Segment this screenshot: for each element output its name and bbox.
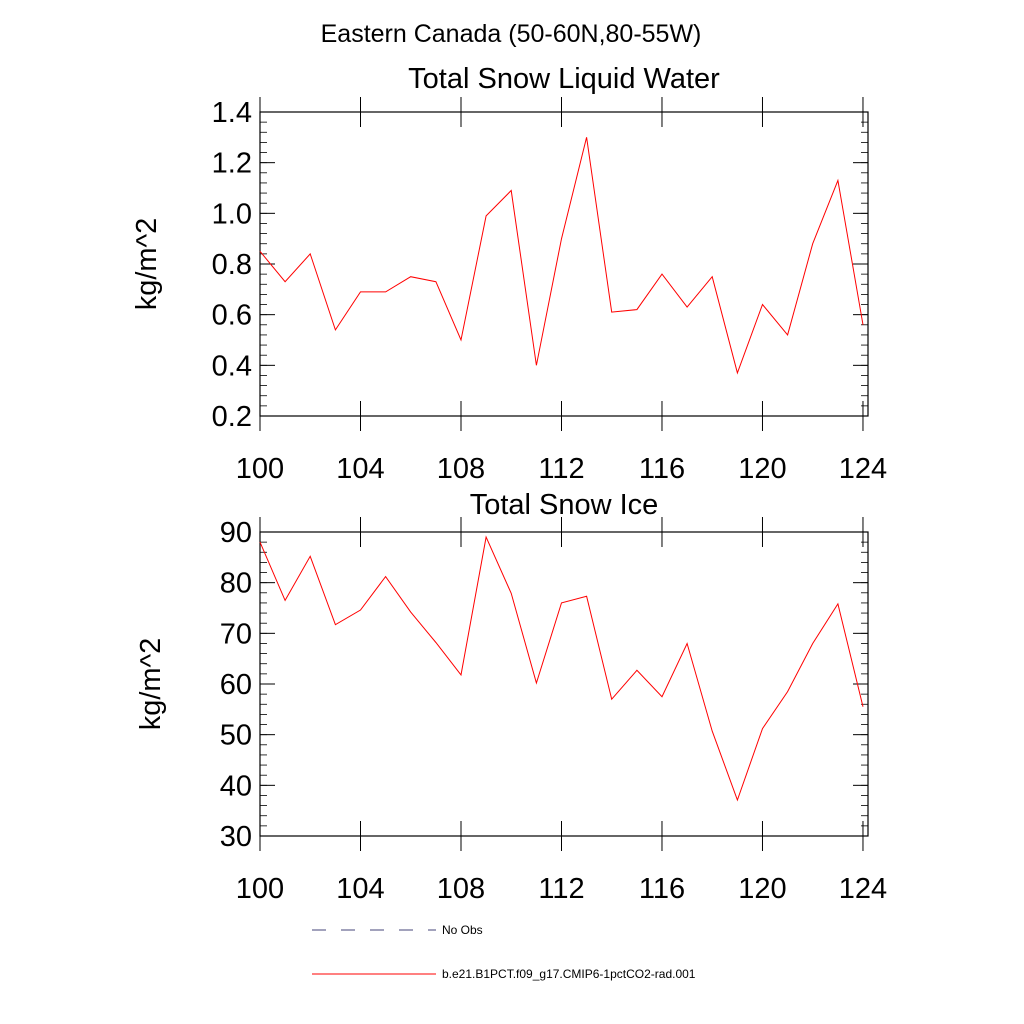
legend-label-no-obs: No Obs: [442, 923, 483, 937]
top-panel-series-line: [259, 137, 864, 375]
top-panel-xtick-label: 108: [437, 453, 485, 485]
bottom-panel-ytick-label: 30: [220, 821, 252, 853]
top-panel-ytick-label: 1.0: [212, 198, 252, 230]
top-panel-ytick-label: 1.4: [212, 97, 252, 129]
top-panel-ylabel: kg/m^2: [131, 218, 163, 311]
bottom-panel-ytick-label: 90: [220, 517, 252, 549]
top-panel: Total Snow Liquid Water kg/m^2 0.2 0.4 0.6…: [131, 63, 887, 485]
top-panel-ytick-label: 0.2: [212, 401, 252, 433]
bottom-panel-xtick-label: 120: [738, 873, 786, 905]
bottom-panel-ytick-labels: 30 40 50 60 70 80 90: [220, 517, 252, 853]
top-panel-frame: [259, 111, 869, 417]
bottom-panel-xtick-label: 116: [639, 873, 685, 905]
bottom-panel-ytick-label: 60: [220, 669, 252, 701]
top-panel-xtick-labels: 100 104 108 112 116 120 124: [236, 453, 887, 485]
bottom-panel-title: Total Snow Ice: [470, 489, 659, 521]
top-panel-xtick-label: 120: [738, 453, 786, 485]
top-panel-ytick-label: 0.8: [212, 249, 252, 281]
bottom-panel-ytick-label: 70: [220, 618, 252, 650]
legend-label-model-run: b.e21.B1PCT.f09_g17.CMIP6-1pctCO2-rad.00…: [442, 967, 696, 981]
bottom-panel-ylabel: kg/m^2: [135, 638, 167, 731]
bottom-panel-xtick-label: 104: [336, 873, 384, 905]
top-panel-xtick-label: 116: [639, 453, 685, 485]
top-panel-ytick-label: 0.4: [212, 350, 252, 382]
top-panel-xtick-label: 100: [236, 453, 284, 485]
bottom-panel-xtick-label: 124: [839, 873, 887, 905]
bottom-panel-ytick-label: 50: [220, 720, 252, 752]
bottom-panel-xtick-label: 112: [538, 873, 584, 905]
bottom-panel-frame: [259, 531, 869, 837]
bottom-panel-ytick-label: 80: [220, 568, 252, 600]
top-panel-ytick-label: 0.6: [212, 300, 252, 332]
bottom-panel-ytick-label: 40: [220, 770, 252, 802]
top-panel-xtick-label: 112: [538, 453, 584, 485]
bottom-panel-xtick-label: 100: [236, 873, 284, 905]
top-panel-title: Total Snow Liquid Water: [408, 63, 720, 95]
legend-item-model-run: b.e21.B1PCT.f09_g17.CMIP6-1pctCO2-rad.00…: [312, 967, 696, 981]
legend-item-no-obs: No Obs: [312, 923, 483, 937]
top-panel-xtick-label: 104: [336, 453, 384, 485]
top-panel-xtick-label: 124: [839, 453, 887, 485]
bottom-panel-ticks: [259, 517, 868, 851]
bottom-panel: Total Snow Ice kg/m^2 30 40 50 60 70 80 90 100…: [135, 489, 887, 905]
top-panel-ytick-labels: 0.2 0.4 0.6 0.8 1.0 1.2 1.4: [212, 97, 252, 433]
figure-suptitle: Eastern Canada (50-60N,80-55W): [321, 20, 702, 48]
top-panel-ytick-label: 1.2: [212, 148, 252, 180]
bottom-panel-series-line: [259, 535, 864, 802]
bottom-panel-xtick-label: 108: [437, 873, 485, 905]
bottom-panel-xtick-labels: 100 104 108 112 116 120 124: [236, 873, 887, 905]
legend: No Obs b.e21.B1PCT.f09_g17.CMIP6-1pctCO2…: [312, 923, 696, 981]
top-panel-ticks: [259, 97, 868, 431]
